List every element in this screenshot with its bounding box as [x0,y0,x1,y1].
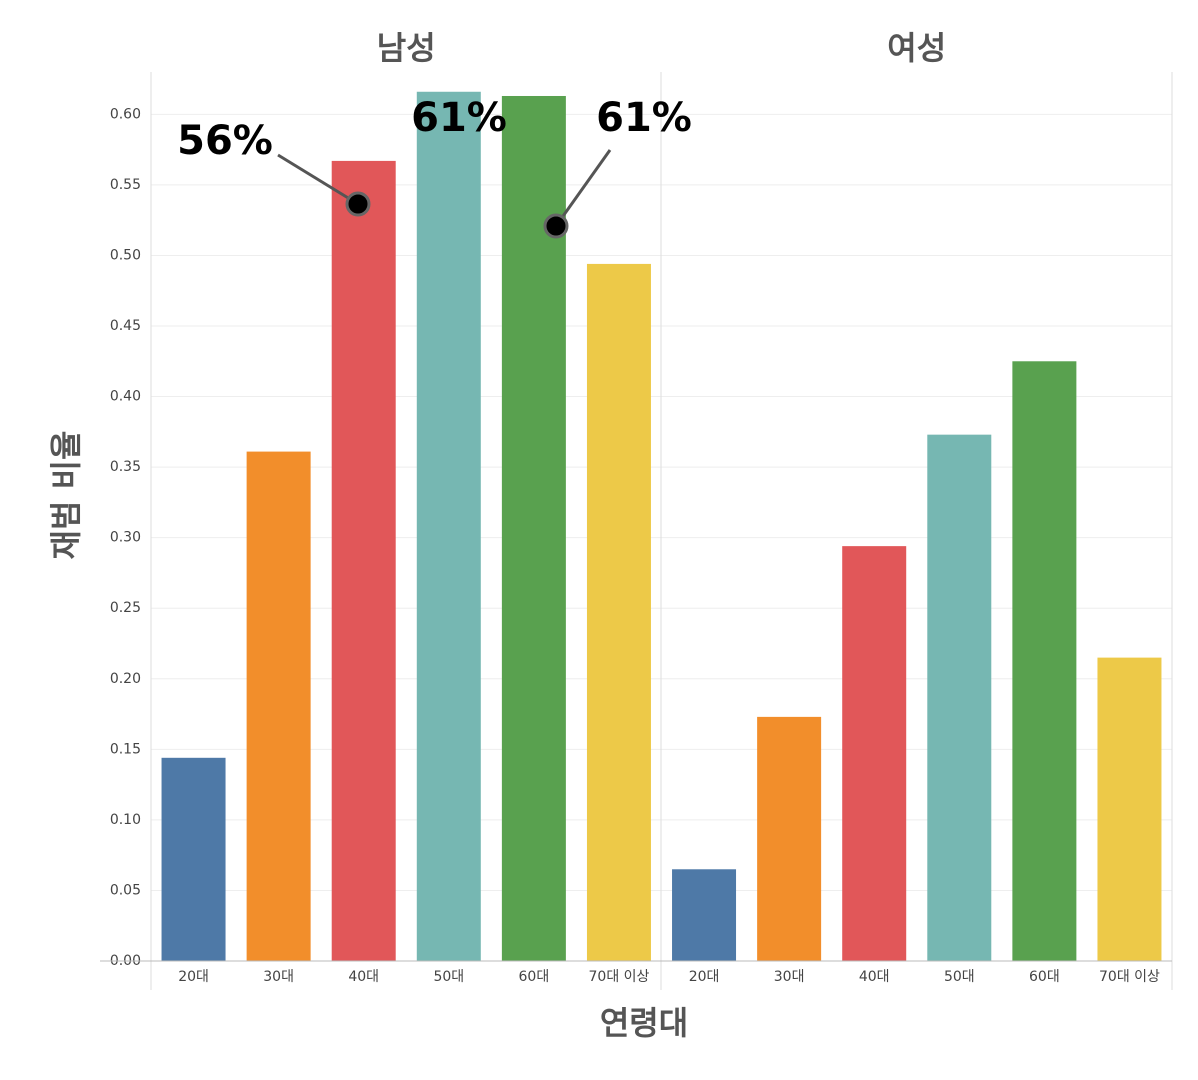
y-axis-title: 재범 비율 [47,431,85,560]
y-tick-label: 0.20 [110,671,141,687]
y-tick-label: 0.10 [110,812,141,828]
x-tick-label: 20대 [689,969,720,985]
y-tick-label: 0.55 [110,177,141,193]
annotation-line [554,149,612,227]
x-tick-label: 40대 [348,969,379,985]
bar [246,451,311,961]
bar [331,160,396,961]
annotation-dot [345,191,371,217]
y-tick-label: 0.35 [110,459,141,475]
panel-title: 남성 [377,29,436,67]
bar [501,95,566,961]
x-tick-label: 40대 [859,969,890,985]
x-tick-label: 70대 이상 [589,969,650,985]
bar [757,716,822,961]
y-tick-label: 0.40 [110,389,141,405]
y-tick-label: 0.25 [110,600,141,616]
annotation: 56% [177,118,273,164]
y-tick-label: 0.30 [110,530,141,546]
y-tick-label: 0.50 [110,247,141,263]
bar [672,869,737,961]
y-tick-label: 0.15 [110,741,141,757]
annotation-dot [543,213,569,239]
x-tick-label: 60대 [1029,969,1060,985]
bar [1012,361,1077,961]
bar [1097,657,1162,961]
annotation: 61% [411,95,507,141]
annotation-line [277,153,359,206]
y-tick-label: 0.45 [110,318,141,334]
x-tick-label: 50대 [944,969,975,985]
x-tick-label: 50대 [433,969,464,985]
bar [927,434,992,962]
y-tick-label: 0.60 [110,106,141,122]
bar [586,263,651,961]
x-axis-title: 연령대 [600,1004,688,1042]
panel-title: 여성 [887,29,946,67]
bar [416,91,481,961]
x-tick-label: 30대 [263,969,294,985]
x-tick-label: 60대 [519,969,550,985]
y-tick-label: 0.05 [110,882,141,898]
annotation: 61% [596,95,692,141]
x-tick-label: 70대 이상 [1099,969,1160,985]
x-tick-label: 20대 [178,969,209,985]
bar [161,757,226,961]
x-tick-label: 30대 [774,969,805,985]
bar [842,546,907,961]
